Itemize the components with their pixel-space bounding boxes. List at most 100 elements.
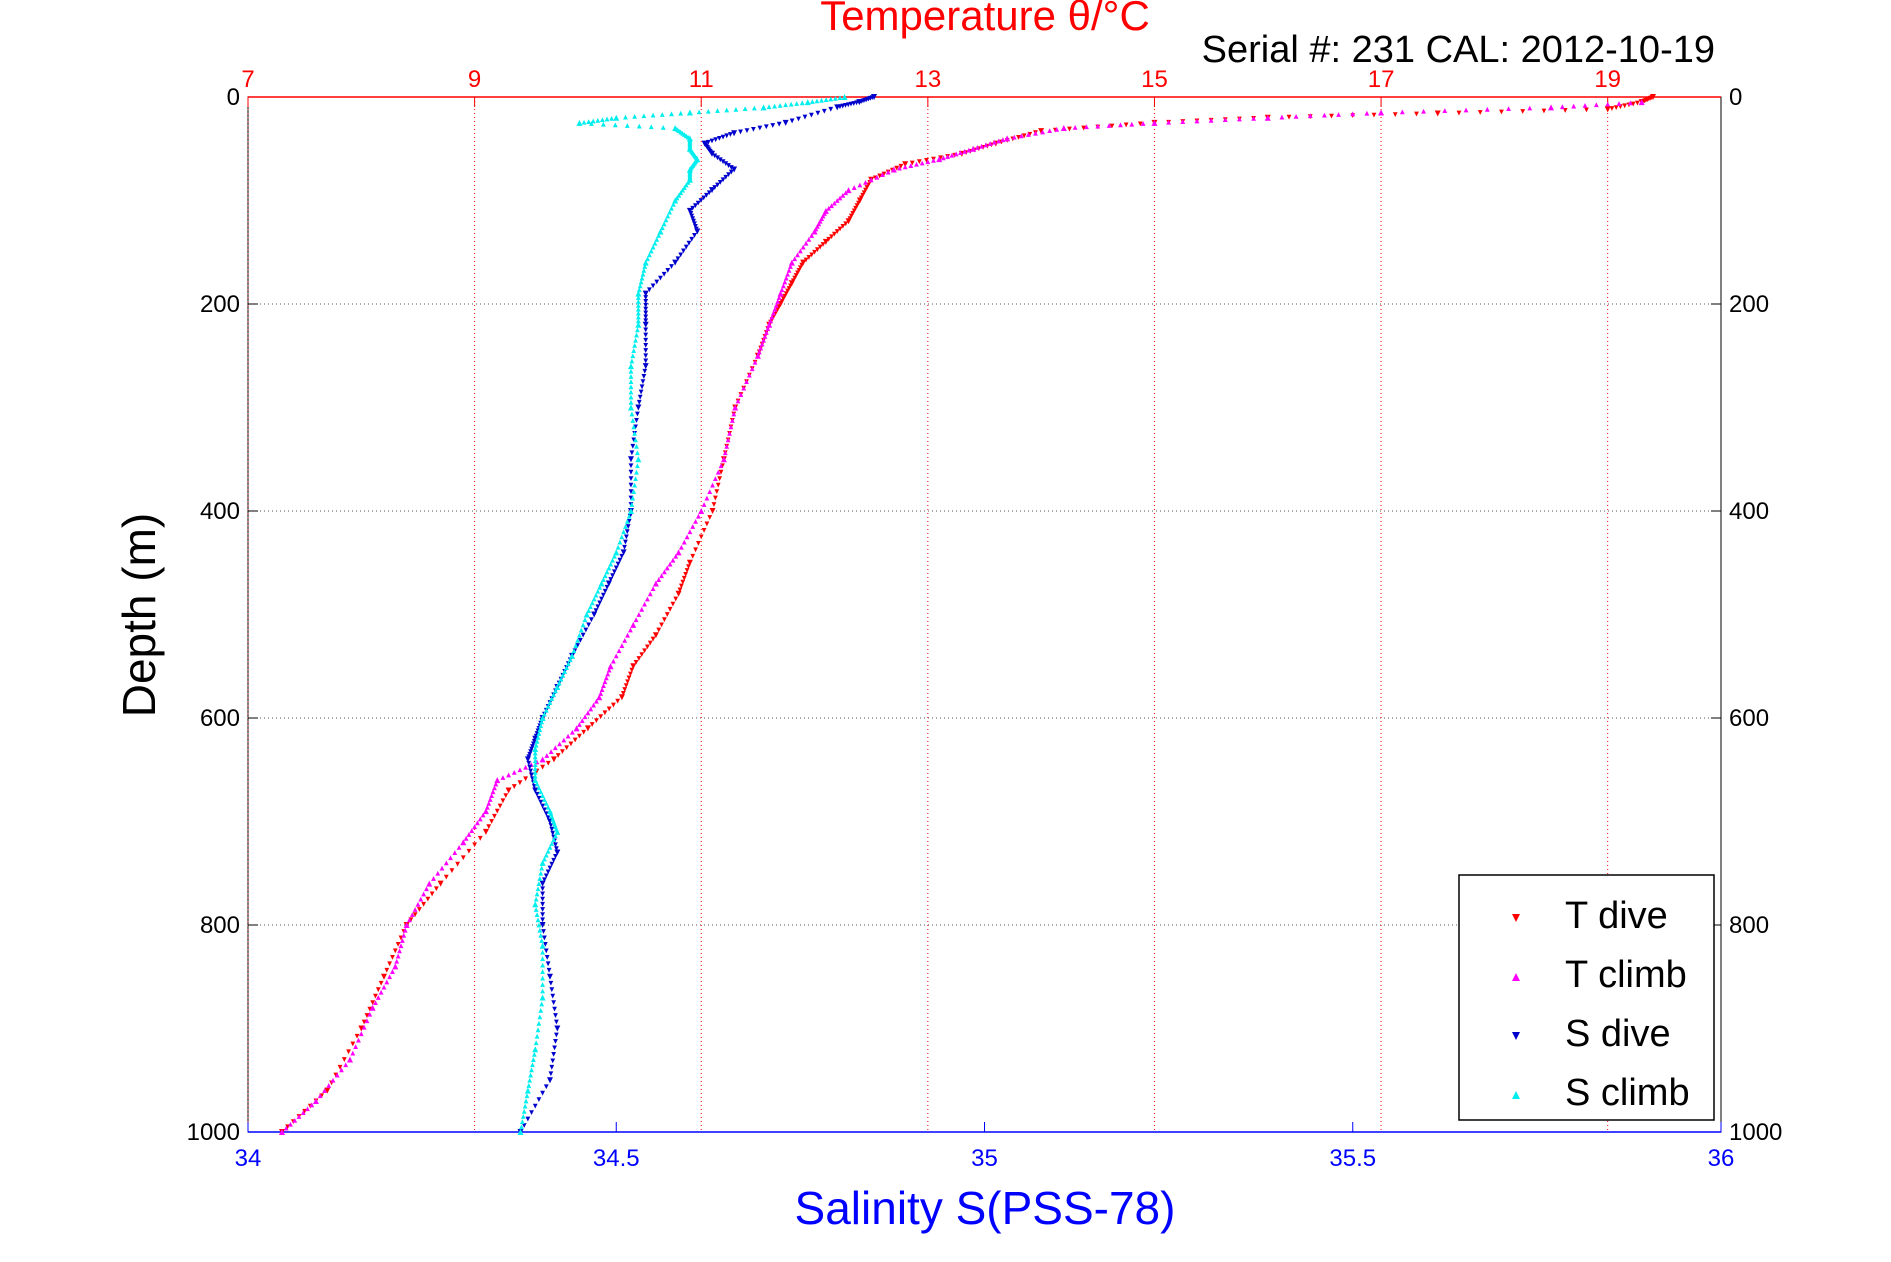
t-dive-trace-marker (711, 502, 717, 507)
s-dive-trace-marker (646, 287, 652, 293)
t-dive-point (550, 756, 557, 763)
t-dive-trace-marker (500, 798, 506, 804)
s-climb-trace-marker (540, 962, 545, 968)
t-dive-trace-marker (659, 622, 664, 628)
t-climb-trace-marker (863, 179, 868, 185)
s-climb-trace-marker (634, 469, 639, 475)
s-climb-trace-marker (623, 524, 628, 529)
s-climb-trace-marker (589, 600, 595, 606)
t-climb-trace-marker (987, 141, 993, 146)
t-dive-trace-marker (717, 476, 723, 482)
t-climb-trace-marker (857, 182, 863, 188)
t-climb-trace-marker (715, 469, 721, 475)
s-climb-point (539, 942, 546, 949)
legend-marker-t-climb (1512, 973, 1520, 981)
t-dive-trace-marker (851, 208, 857, 214)
t-dive-trace-marker (367, 1006, 373, 1012)
s-climb-point (613, 549, 620, 556)
s-dive-trace-marker (540, 803, 545, 809)
t-dive-trace-marker (572, 737, 578, 743)
s-climb-trace-marker (617, 539, 623, 545)
t-dive-trace-marker (796, 267, 802, 273)
s-climb-point (613, 114, 620, 121)
s-dive-trace-marker (665, 267, 671, 273)
t-climb-trace-marker (367, 1011, 373, 1017)
temperature-tick-label: 7 (241, 66, 254, 93)
s-dive-trace-marker (637, 394, 643, 400)
s-dive-trace-marker (530, 744, 535, 749)
s-climb-trace-marker (593, 592, 599, 598)
temperature-tick-label: 17 (1368, 66, 1395, 93)
s-dive-trace-marker (615, 561, 621, 567)
s-dive-point (642, 290, 649, 297)
s-climb-trace-marker (724, 107, 730, 113)
t-dive-trace-marker (667, 606, 673, 612)
t-climb-trace-marker (1627, 100, 1633, 106)
t-climb-trace-marker (758, 345, 764, 351)
s-dive-trace-marker (534, 731, 540, 736)
s-climb-trace-marker (639, 275, 645, 281)
t-dive-trace-marker (795, 270, 800, 276)
t-climb-trace-marker (622, 637, 628, 643)
legend-marker-s-dive (1512, 1032, 1520, 1040)
t-climb-point (278, 1129, 285, 1135)
t-climb-trace-marker (966, 147, 972, 153)
s-dive-trace-marker (643, 299, 649, 304)
t-dive-trace-marker (853, 205, 859, 211)
s-dive-trace-marker (706, 190, 712, 196)
t-dive-trace-marker (486, 824, 492, 830)
t-climb-trace-marker (741, 385, 747, 391)
s-climb-trace-marker (586, 608, 592, 614)
t-climb-point (1638, 99, 1645, 106)
t-climb-trace-marker (1251, 115, 1257, 121)
t-dive-trace-marker (387, 961, 393, 967)
s-climb-trace-marker (636, 287, 642, 293)
t-dive-trace-marker (799, 262, 805, 268)
t-dive-trace-marker (1609, 106, 1615, 111)
s-climb-trace-marker (659, 112, 665, 117)
t-dive-trace-marker (364, 1013, 370, 1018)
t-climb-trace-marker (317, 1093, 323, 1099)
s-climb-trace-marker (534, 738, 540, 744)
t-climb-trace-marker (945, 154, 951, 159)
s-dive-trace-marker (536, 795, 542, 801)
t-dive-point (618, 694, 625, 701)
t-climb-trace-marker (633, 617, 639, 623)
s-climb-trace-marker (536, 1020, 542, 1026)
grid-layer (247, 97, 1721, 1132)
s-dive-trace-marker (661, 271, 667, 277)
t-climb-trace-marker (874, 174, 880, 180)
s-climb-trace-marker (519, 1124, 524, 1130)
s-dive-trace-marker (631, 437, 637, 443)
t-climb-trace-marker (826, 205, 832, 211)
t-climb-trace-marker (339, 1067, 344, 1073)
t-dive-trace-marker (560, 749, 565, 755)
s-dive-point (627, 456, 634, 463)
s-dive-trace-marker (525, 1116, 531, 1122)
t-climb-trace-marker (490, 789, 496, 795)
t-climb-trace-marker (1140, 121, 1146, 126)
t-climb-trace-marker (387, 974, 393, 980)
t-climb-trace-marker (475, 820, 480, 826)
s-climb-trace-marker (608, 561, 614, 567)
t-climb-trace-marker (390, 969, 395, 974)
t-dive-trace-marker (1109, 123, 1115, 129)
t-climb-trace-marker (625, 632, 630, 638)
s-climb-trace-marker (540, 793, 545, 799)
s-dive-point (834, 104, 841, 111)
t-dive-trace-marker (1630, 101, 1636, 107)
t-dive-trace-marker (341, 1057, 347, 1062)
s-dive-trace-marker (545, 869, 551, 875)
t-dive-trace-marker (455, 861, 461, 867)
s-climb-trace-marker (540, 988, 545, 994)
s-climb-trace-marker (542, 711, 547, 717)
t-climb-trace-marker (837, 195, 843, 201)
t-dive-trace-marker (1456, 110, 1462, 116)
t-climb-trace-marker (1307, 113, 1313, 119)
t-dive-trace-marker (611, 702, 616, 708)
t-dive-trace-marker (854, 203, 860, 209)
t-climb-trace-marker (356, 1037, 361, 1043)
t-climb-trace-marker (1208, 117, 1214, 123)
s-climb-trace-marker (656, 233, 661, 238)
